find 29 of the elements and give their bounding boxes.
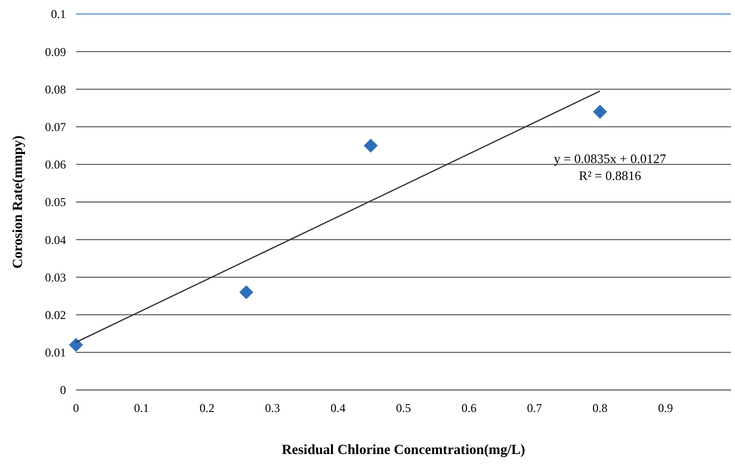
point [69,338,83,352]
y-tick-label: 0.07 [45,120,66,134]
y-tick-label: 0.03 [45,270,66,284]
y-tick-label: 0.01 [45,346,66,360]
y-tick-label: 0.02 [45,308,66,322]
x-axis-title: Residual Chlorine Concemtration(mg/L) [282,443,526,458]
y-tick-label: 0.04 [45,232,66,247]
x-tick-label: 0.2 [200,401,214,415]
x-tick-label: 0.9 [658,401,673,415]
x-tick-label: 0.3 [265,401,280,415]
annotation: R² = 0.8816 [578,168,642,183]
x-tick-label: 0.1 [134,401,149,415]
x-tick-label: 0 [73,401,79,415]
x-tick-label: 0.7 [527,401,542,415]
y-tick-label: 0.06 [45,158,66,172]
y-tick-label: 0 [60,383,66,398]
y-axis-title: Corosion Rate(mmpy) [11,135,26,269]
point [364,138,378,153]
y-tick-label: 0.05 [45,195,66,210]
point [239,285,254,300]
y-tick-label: 0.1 [51,7,66,22]
x-tick-label: 0.6 [462,401,476,415]
x-tick-label: 0.4 [330,401,346,415]
x-tick-label: 0.5 [396,401,411,415]
y-tick-label: 0.08 [45,82,66,96]
x-tick-label: 0.8 [592,401,608,415]
point [593,104,607,119]
annotation: y = 0.0835x + 0.0127 [554,151,667,166]
y-tick-label: 0.09 [45,44,66,59]
